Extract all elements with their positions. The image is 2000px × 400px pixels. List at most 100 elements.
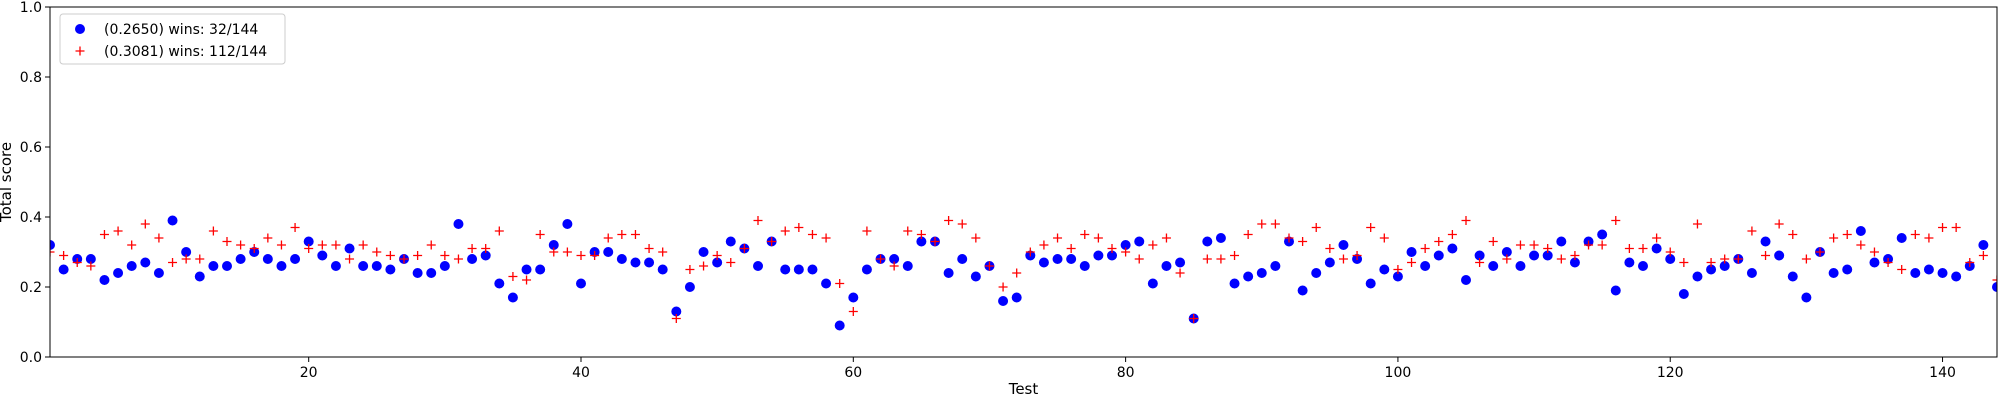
red-point xyxy=(1134,254,1144,264)
x-tick-label: 20 xyxy=(300,365,318,381)
blue-point xyxy=(1093,250,1104,261)
blue-point xyxy=(902,261,913,271)
red-point xyxy=(1665,247,1675,257)
red-point xyxy=(1243,230,1253,239)
red-point xyxy=(1815,247,1825,257)
x-tick-label: 100 xyxy=(1385,365,1412,381)
red-point xyxy=(1897,265,1907,274)
red-point xyxy=(1584,240,1594,250)
red-point xyxy=(889,261,899,271)
blue-point xyxy=(99,275,110,285)
red-point xyxy=(1720,254,1730,264)
blue-point xyxy=(1665,254,1676,264)
blue-point xyxy=(1175,257,1186,268)
red-point xyxy=(358,240,368,250)
blue-point xyxy=(616,254,627,264)
red-point xyxy=(1692,219,1702,229)
red-point xyxy=(99,230,109,239)
red-point xyxy=(971,233,981,243)
red-point xyxy=(1842,230,1852,239)
x-axis-label: Test xyxy=(1008,380,1039,398)
blue-point xyxy=(467,254,478,264)
red-point xyxy=(1012,268,1022,278)
red-point xyxy=(181,254,191,264)
red-point xyxy=(930,237,940,246)
blue-point xyxy=(1229,278,1240,289)
red-point xyxy=(1801,254,1811,264)
blue-point xyxy=(1774,250,1785,261)
red-point xyxy=(671,314,681,323)
blue-point xyxy=(684,282,695,292)
red-point xyxy=(835,279,845,288)
red-point xyxy=(1992,275,1997,285)
blue-point xyxy=(1978,240,1989,250)
red-point xyxy=(1107,244,1117,253)
red-point xyxy=(50,247,55,257)
red-point xyxy=(1910,230,1920,239)
blue-point xyxy=(1910,268,1921,278)
blue-point xyxy=(1992,282,1997,292)
blue-point xyxy=(889,254,900,264)
blue-point xyxy=(1828,268,1839,278)
red-point xyxy=(127,240,137,250)
blue-point xyxy=(303,236,314,247)
blue-point xyxy=(1597,229,1608,240)
blue-point xyxy=(1311,268,1322,278)
red-point xyxy=(767,237,777,246)
blue-point xyxy=(1801,292,1812,303)
blue-point xyxy=(412,268,423,278)
red-point xyxy=(562,247,572,257)
red-point xyxy=(1189,314,1199,323)
red-point xyxy=(1556,254,1566,264)
red-point xyxy=(1488,237,1498,246)
blue-point xyxy=(1147,278,1158,289)
red-point xyxy=(86,261,96,271)
blue-point xyxy=(1297,285,1308,296)
legend-marker xyxy=(75,24,85,34)
blue-point xyxy=(793,264,804,275)
red-point xyxy=(1638,244,1648,253)
y-tick-label: 0.6 xyxy=(20,140,42,156)
red-point xyxy=(726,258,736,267)
blue-point xyxy=(507,292,518,303)
red-point xyxy=(876,254,886,264)
blue-point xyxy=(1556,236,1567,247)
red-point xyxy=(1393,265,1403,274)
red-point xyxy=(1284,233,1294,243)
blue-point xyxy=(1038,257,1049,268)
blue-point xyxy=(807,264,818,275)
red-point xyxy=(1121,247,1131,257)
blue-point xyxy=(1379,264,1390,275)
red-point xyxy=(957,219,967,229)
red-point xyxy=(304,244,314,253)
red-point xyxy=(276,240,286,250)
blue-point xyxy=(970,271,981,282)
y-tick-label: 0.8 xyxy=(20,70,42,86)
blue-point xyxy=(603,247,614,257)
blue-point xyxy=(480,250,491,261)
blue-point xyxy=(1488,261,1499,271)
blue-point xyxy=(1202,236,1213,247)
blue-point xyxy=(998,296,1009,306)
red-point xyxy=(1475,258,1485,267)
blue-point xyxy=(1569,257,1580,268)
red-point xyxy=(944,216,954,225)
red-point xyxy=(453,254,463,264)
red-point xyxy=(467,244,477,253)
blue-point xyxy=(1610,285,1621,296)
red-point xyxy=(903,226,913,236)
red-point xyxy=(1080,230,1090,239)
red-point xyxy=(1733,254,1743,264)
blue-point xyxy=(576,278,586,289)
blue-point xyxy=(1256,268,1267,278)
blue-point xyxy=(521,264,532,275)
plot-frame xyxy=(49,6,1998,358)
blue-point xyxy=(725,236,736,247)
x-tick-label: 120 xyxy=(1657,365,1684,381)
blue-point xyxy=(1855,226,1866,236)
blue-point xyxy=(222,261,232,271)
red-point xyxy=(1543,244,1553,253)
red-point xyxy=(807,230,817,239)
red-point xyxy=(331,240,341,250)
red-point xyxy=(848,307,858,316)
